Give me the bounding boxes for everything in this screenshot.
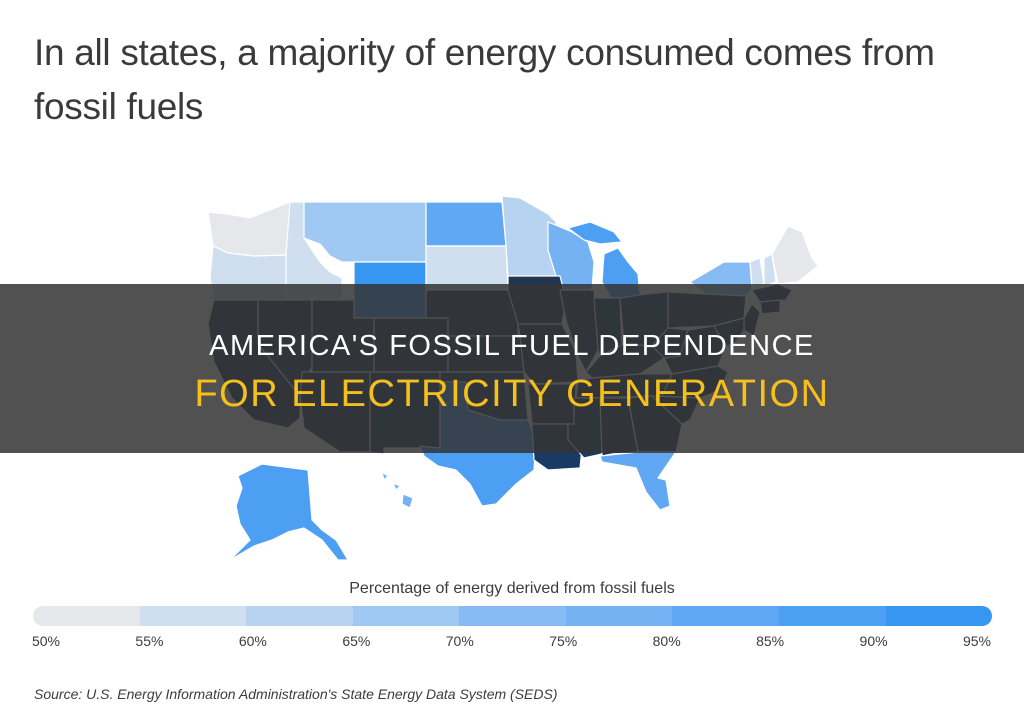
- legend-tick-label: 55%: [135, 633, 164, 649]
- legend-segment-7: [672, 606, 779, 626]
- state-north-dakota: [425, 201, 507, 247]
- state-alaska: [229, 463, 349, 561]
- state-montana: [303, 201, 427, 263]
- legend-title: Percentage of energy derived from fossil…: [349, 580, 675, 597]
- legend-tick-label: 90%: [859, 633, 888, 649]
- legend-segment-1: [33, 606, 140, 626]
- state-hawaii: [381, 471, 414, 509]
- state-maine: [771, 225, 819, 285]
- legend-segment-5: [459, 606, 566, 626]
- legend-segment-6: [565, 606, 673, 626]
- legend-segment-8: [778, 606, 886, 626]
- state-vermont: [749, 257, 765, 287]
- legend-tick-label: 65%: [342, 633, 371, 649]
- state-florida: [599, 445, 681, 511]
- legend-tick-label: 95%: [962, 633, 992, 649]
- state-washington: [207, 201, 291, 257]
- legend-ticks: 50% 55% 60% 65% 70% 75% 80% 85% 90% 95%: [0, 633, 1024, 653]
- legend-tick-label: 50%: [31, 633, 61, 649]
- legend-color-scale: [33, 606, 992, 626]
- legend-segment-9: [885, 606, 992, 626]
- legend-tick-label: 70%: [445, 633, 474, 649]
- legend-segment-3: [246, 606, 353, 626]
- legend-tick-label: 60%: [238, 633, 267, 649]
- page-title: In all states, a majority of energy cons…: [34, 32, 935, 127]
- legend-tick-label: 85%: [756, 633, 785, 649]
- title-overlay-band: [0, 284, 1024, 453]
- source-note: Source: U.S. Energy Information Administ…: [34, 686, 558, 702]
- legend-tick-label: 80%: [652, 633, 681, 649]
- legend-segment-2: [139, 606, 247, 626]
- overlay-heading-line-1: AMERICA'S FOSSIL FUEL DEPENDENCE: [209, 330, 815, 362]
- state-michigan-up: [567, 221, 623, 245]
- legend-tick-label: 75%: [549, 633, 578, 649]
- legend-segment-4: [352, 606, 460, 626]
- overlay-heading-line-2: FOR ELECTRICITY GENERATION: [194, 373, 830, 415]
